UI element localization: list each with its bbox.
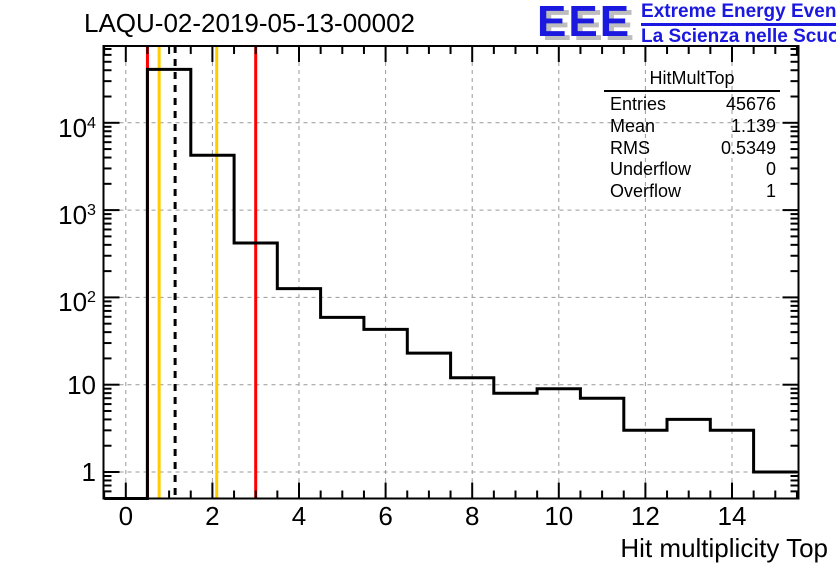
logo-divider-rule xyxy=(641,23,836,26)
x-axis-title: Hit multiplicity Top xyxy=(620,533,828,563)
eee-logo-text: Extreme Energy Events La Scienza nelle S… xyxy=(641,0,836,47)
x-tick-label: 10 xyxy=(544,501,574,531)
y-tick-label: 102 xyxy=(58,287,96,318)
x-tick-label: 4 xyxy=(291,501,307,531)
stats-row-overflow: Overflow 1 xyxy=(610,181,776,202)
y-tick-label: 1 xyxy=(81,457,96,487)
grid-lines xyxy=(103,46,799,499)
axis-ticks xyxy=(103,46,799,499)
x-tick-label: 14 xyxy=(717,501,747,531)
stats-row-underflow: Underflow 0 xyxy=(610,159,776,180)
y-tick-label: 104 xyxy=(58,112,96,143)
stats-row-rms: RMS 0.5349 xyxy=(610,137,776,158)
stats-row-mean: Mean 1.139 xyxy=(610,115,776,136)
logo-subtitle-english: Extreme Energy Events xyxy=(641,1,836,22)
x-tick-label: 2 xyxy=(205,501,220,531)
eee-logo: EEE Extreme Energy Events La Scienza nel… xyxy=(537,0,836,47)
x-tick-label: 8 xyxy=(464,501,480,531)
stats-box: HitMultTop Entries 45676 Mean 1.139 RMS 0.5… xyxy=(604,66,780,203)
marker-lines xyxy=(145,46,258,499)
stats-row-entries: Entries 45676 xyxy=(610,94,776,114)
y-tick-label: 10 xyxy=(67,369,96,400)
eee-logo-acronym: EEE xyxy=(537,0,632,46)
x-tick-label: 6 xyxy=(378,501,393,531)
x-tick-label: 12 xyxy=(630,501,660,531)
x-tick-label: 0 xyxy=(118,501,134,531)
logo-subtitle-italian: La Scienza nelle Scuole xyxy=(641,26,836,47)
stats-divider xyxy=(604,90,780,92)
y-tick-label: 103 xyxy=(58,200,96,231)
stats-box-title: HitMultTop xyxy=(649,68,735,88)
plot-title: LAQU-02-2019-05-13-00002 xyxy=(84,8,415,38)
stats-rows: Entries 45676 Mean 1.139 RMS 0.5349 Underfl… xyxy=(604,92,780,203)
histogram-step-line xyxy=(104,67,797,500)
